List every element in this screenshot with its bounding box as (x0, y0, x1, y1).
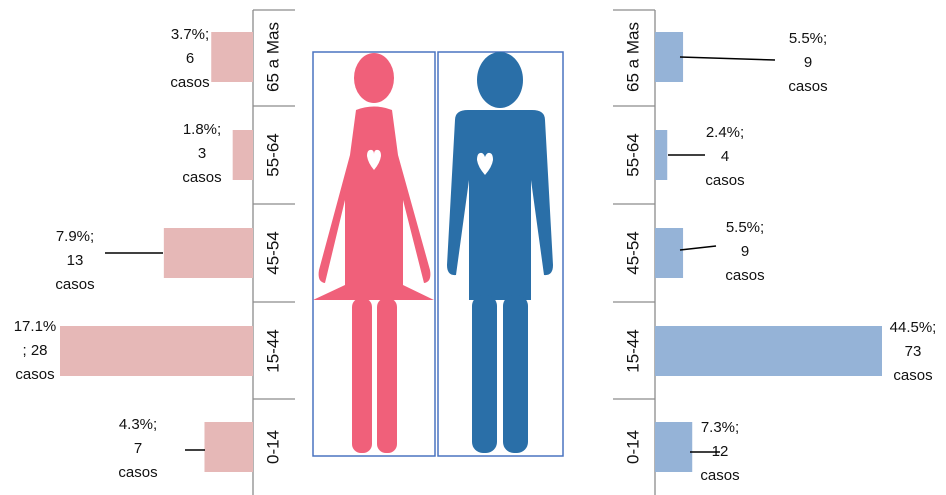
female-figure-frame (312, 51, 436, 457)
female-data-label: 3 (198, 145, 206, 162)
male-tick-label: 55-64 (623, 133, 642, 176)
male-figure-icon (447, 52, 553, 453)
female-data-label: 6 (186, 50, 194, 67)
male-data-label: 9 (741, 243, 749, 260)
male-figure-panel (437, 51, 564, 457)
female-data-label: 1.8%; (183, 121, 221, 138)
female-tick-label: 65 a Mas (263, 22, 282, 92)
female-bar-45-54 (163, 228, 253, 278)
male-bar-65-a-Mas (655, 32, 684, 82)
female-bar-15-44 (60, 326, 253, 376)
female-data-label: ; 28 (22, 342, 47, 359)
male-bar-0-14 (655, 422, 693, 472)
female-data-label: 4.3%; (119, 416, 157, 433)
female-figure-icon (313, 53, 434, 453)
male-data-label: casos (893, 367, 932, 384)
female-bar-0-14 (204, 422, 253, 472)
female-data-label: casos (55, 276, 94, 293)
male-age-chart: 0-147.3%;12casos15-4444.5%;73casos45-545… (613, 9, 937, 495)
female-tick-label: 15-44 (263, 329, 282, 372)
male-tick-label: 65 a Mas (623, 22, 642, 92)
male-data-label: 73 (905, 343, 922, 360)
male-data-label: casos (700, 467, 739, 484)
female-data-label: 13 (67, 252, 84, 269)
male-figure-frame (437, 51, 564, 457)
female-data-label: 7 (134, 440, 142, 457)
male-data-label: 2.4%; (706, 124, 744, 141)
female-age-chart: 0-14 4.3%; 7 casos 15-44 17.1% ; 28 casos 45-54 7… (14, 9, 295, 495)
male-leader-line (679, 245, 717, 251)
male-tick-label: 45-54 (623, 231, 642, 274)
male-data-label: casos (788, 78, 827, 95)
female-data-label: casos (118, 464, 157, 481)
male-tick-label: 15-44 (623, 329, 642, 372)
male-leader-line (679, 56, 776, 61)
female-bar-55-64 (232, 130, 253, 180)
male-bar-55-64 (655, 130, 668, 180)
female-data-label: 17.1% (14, 318, 57, 335)
male-data-label: 4 (721, 148, 729, 165)
female-data-label: casos (15, 366, 54, 383)
female-tick-label: 45-54 (263, 231, 282, 274)
male-bar-45-54 (655, 228, 684, 278)
female-bar-65-a-Mas (211, 32, 253, 82)
male-data-label: 5.5%; (726, 219, 764, 236)
female-figure-panel (312, 51, 436, 457)
female-data-label: casos (170, 74, 209, 91)
female-tick-label: 55-64 (263, 133, 282, 176)
male-data-label: 44.5%; (890, 319, 937, 336)
male-data-label: casos (705, 172, 744, 189)
male-tick-label: 0-14 (623, 430, 642, 464)
female-data-label: 7.9%; (56, 228, 94, 245)
male-data-label: 7.3%; (701, 419, 739, 436)
female-tick-label: 0-14 (263, 430, 282, 464)
male-data-label: casos (725, 267, 764, 284)
male-bar-15-44 (655, 326, 882, 376)
male-data-label: 5.5%; (789, 30, 827, 47)
female-data-label: 3.7%; (171, 26, 209, 43)
female-data-label: casos (182, 169, 221, 186)
male-data-label: 9 (804, 54, 812, 71)
